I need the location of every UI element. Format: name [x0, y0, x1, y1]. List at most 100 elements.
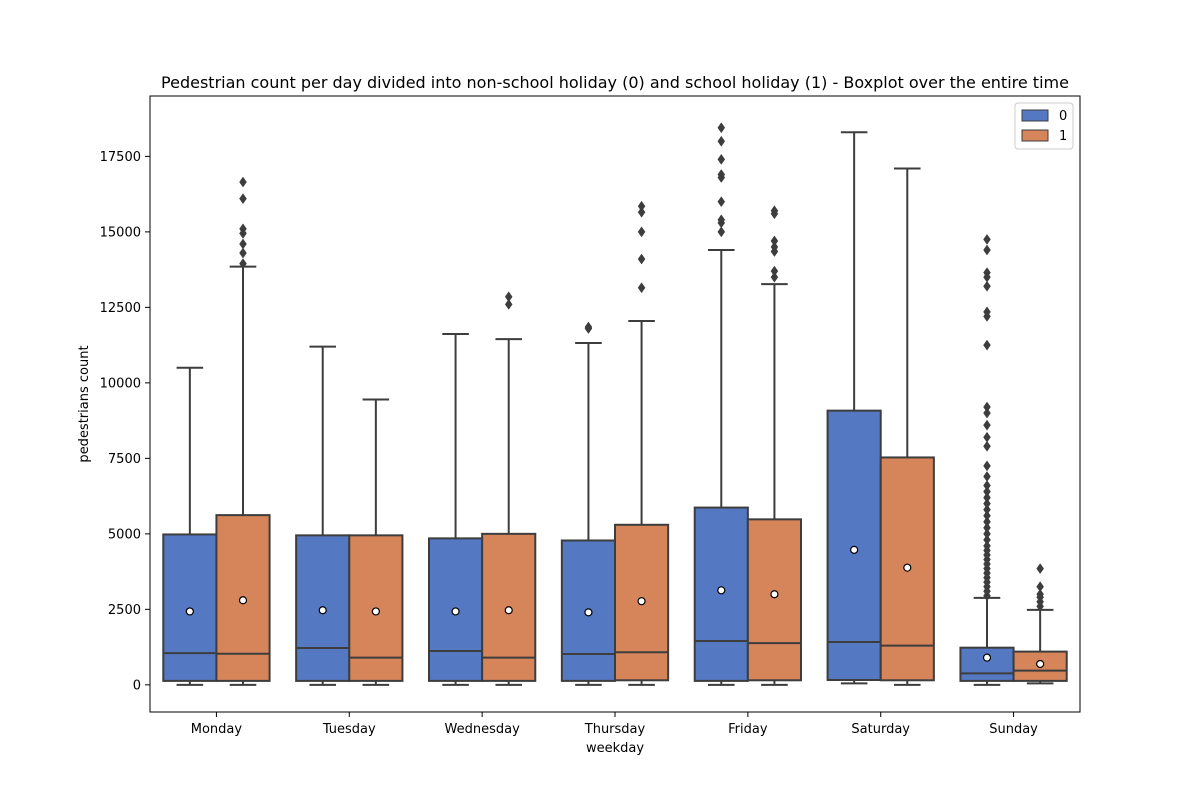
chart-title: Pedestrian count per day divided into no… — [161, 73, 1069, 92]
outlier-point — [983, 504, 991, 516]
x-tick-label: Tuesday — [322, 722, 376, 737]
outlier-point — [983, 528, 991, 540]
outlier-point — [983, 431, 991, 443]
outlier-point — [717, 135, 726, 147]
mean-marker — [903, 563, 912, 572]
box-iqr — [481, 532, 537, 682]
outlier-point — [504, 298, 513, 310]
box-monday-series-0 — [162, 366, 218, 686]
outlier-point — [239, 223, 247, 235]
outlier-point — [637, 226, 646, 238]
x-tick-label: Saturday — [851, 722, 910, 737]
outlier-point — [504, 291, 513, 303]
outlier-point — [983, 486, 991, 498]
outlier-point — [239, 193, 247, 205]
mean-marker — [850, 545, 859, 554]
box-tuesday-series-1 — [348, 398, 404, 686]
outlier-point — [239, 238, 247, 250]
y-tick-label: 12500 — [100, 301, 141, 316]
box-sunday-series-0 — [959, 233, 1015, 686]
legend: 01 — [1014, 102, 1074, 150]
y-axis: 0 2500 5000 7500 10000 12500 15000 17500 — [100, 150, 150, 693]
y-tick-label: 17500 — [100, 150, 141, 165]
box-tuesday-series-0 — [295, 345, 351, 686]
outlier-point — [717, 169, 726, 180]
legend-swatch — [1021, 109, 1049, 122]
box-monday-series-1 — [215, 176, 271, 686]
box-sunday-series-1 — [1012, 563, 1068, 685]
outlier-point — [637, 200, 646, 212]
outlier-point — [983, 306, 991, 318]
y-tick-label: 5000 — [108, 527, 141, 542]
outlier-point — [239, 258, 247, 270]
outlier-point — [983, 244, 991, 256]
legend-swatch — [1021, 129, 1049, 142]
mean-marker — [982, 653, 992, 662]
outlier-point — [983, 339, 991, 351]
x-axis: Monday Tuesday Wednesday Thursday Friday Satu… — [191, 712, 1038, 737]
outlier-point — [983, 267, 991, 279]
box-iqr — [826, 409, 882, 681]
outlier-point — [983, 460, 991, 472]
outlier-point — [983, 401, 991, 413]
y-tick-label: 7500 — [108, 452, 141, 467]
mean-marker — [717, 586, 726, 595]
outlier-point — [717, 196, 726, 208]
x-tick-label: Monday — [191, 722, 243, 737]
outlier-point — [770, 241, 779, 253]
box-wednesday-series-1 — [481, 291, 537, 686]
legend-label: 0 — [1059, 109, 1067, 124]
outlier-point — [1036, 563, 1044, 575]
mean-marker — [1036, 659, 1045, 669]
outlier-point — [983, 522, 991, 534]
outlier-point — [1036, 588, 1044, 600]
outlier-point — [770, 235, 779, 247]
x-tick-label: Friday — [728, 722, 768, 737]
outlier-point — [637, 253, 646, 265]
box-thursday-series-1 — [614, 200, 670, 686]
box-friday-series-1 — [746, 205, 802, 686]
outlier-point — [1036, 581, 1044, 593]
outlier-point — [983, 498, 991, 510]
mean-marker — [185, 607, 194, 616]
y-axis-label: pedestrians count — [77, 345, 92, 462]
mean-marker — [637, 597, 646, 606]
x-tick-label: Wednesday — [445, 722, 521, 737]
outlier-point — [983, 280, 991, 292]
box-thursday-series-0 — [560, 321, 616, 686]
x-tick-label: Thursday — [584, 722, 646, 737]
outlier-point — [239, 247, 247, 259]
mean-marker — [451, 607, 460, 616]
y-tick-label: 2500 — [108, 603, 141, 618]
outlier-point — [239, 176, 247, 188]
outlier-point — [983, 419, 991, 431]
outlier-point — [983, 480, 991, 491]
mean-marker — [238, 596, 248, 605]
outlier-point — [717, 226, 726, 238]
outlier-point — [983, 534, 991, 546]
y-tick-label: 10000 — [100, 376, 141, 391]
mean-marker — [584, 608, 593, 617]
mean-marker — [318, 606, 327, 615]
outlier-point — [983, 510, 991, 522]
x-tick-label: Sunday — [989, 722, 1038, 737]
outlier-point — [983, 471, 991, 482]
box-saturday-series-0 — [826, 131, 882, 685]
outlier-point — [717, 153, 726, 165]
outlier-point — [717, 214, 726, 226]
outlier-point — [637, 282, 646, 294]
outlier-point — [983, 516, 991, 528]
mean-marker — [371, 607, 380, 616]
outlier-point — [637, 206, 646, 218]
outlier-point — [770, 205, 779, 217]
mean-marker — [770, 590, 779, 599]
box-friday-series-0 — [693, 122, 749, 686]
plot-area — [162, 122, 1068, 686]
mean-marker — [504, 606, 513, 615]
outlier-point — [717, 122, 726, 134]
y-tick-label: 15000 — [100, 225, 141, 240]
y-tick-label: 0 — [133, 678, 141, 693]
outlier-point — [983, 492, 991, 504]
box-iqr — [746, 518, 802, 682]
